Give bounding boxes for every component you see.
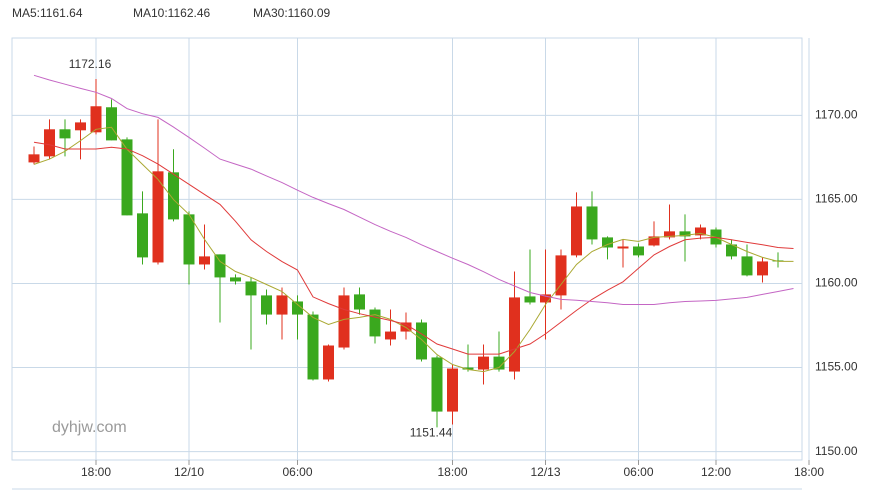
candle-body [493,356,505,370]
candle-body [152,171,164,263]
candle-body [741,256,753,276]
ma-line [33,141,794,355]
legend-entry: MA30:1160.09 [253,6,330,20]
ma-line [33,126,794,373]
legend-entry: MA5:1161.64 [12,6,83,20]
x-tick-label: 06:00 [623,465,653,479]
candle-body [137,213,148,258]
x-tick-label: 12/13 [530,465,560,479]
candle-body [28,154,40,163]
x-tick-label: 06:00 [282,465,312,479]
candle-body [292,301,303,315]
x-tick-label: 18:00 [794,465,824,479]
candle-body [338,295,350,348]
candle-body [307,314,319,380]
candle-body [230,277,241,282]
candle-body [540,294,551,303]
y-tick-label: 1150.00 [815,444,858,458]
x-tick-label: 18:00 [437,465,467,479]
candle-body [59,129,71,139]
candle-body [416,322,427,360]
candle-body [44,129,55,157]
candle-body [183,214,195,265]
candle-body [121,139,133,216]
candle-body [726,244,737,257]
y-tick-label: 1165.00 [815,192,858,206]
candle-body [555,255,567,296]
candle-body [571,206,582,256]
candle-body [524,296,536,303]
candle-body [168,172,179,220]
ma-line [33,74,794,305]
candle-body [478,356,489,370]
candle-body [586,206,598,240]
candle-body [106,107,117,141]
candle-body [679,231,691,237]
candle-body [276,295,288,315]
max-label: 1172.16 [69,57,112,71]
candle-body [509,297,520,372]
x-tick-label: 18:00 [81,465,111,479]
candle-body [261,295,272,315]
legend-entry: MA10:1162.46 [133,6,210,20]
candle-body [447,368,458,412]
candle-body [757,261,768,276]
candle-body [214,254,226,278]
candle-body [323,345,334,380]
candle-body [385,331,396,340]
candle-body [369,309,381,337]
candle-body [695,227,706,236]
candle-body [602,237,613,248]
candle-body [462,367,474,370]
y-tick-label: 1155.00 [815,360,858,374]
candle-body [90,106,102,133]
candle-body [664,231,675,238]
candle-body [431,357,443,412]
y-tick-label: 1170.00 [815,108,858,122]
x-tick-label: 12:00 [701,465,731,479]
candle-body [245,281,257,296]
candle-body [354,294,365,310]
y-tick-label: 1160.00 [815,276,858,290]
min-label: 1151.44 [410,426,453,440]
candle-body [633,246,644,256]
plot-frame [11,37,803,461]
watermark: dyhjw.com [52,419,127,436]
candle-body [199,256,210,265]
candle-body [617,246,629,249]
candle-body [648,236,660,246]
x-tick-label: 12/10 [174,465,204,479]
candle-body [75,122,86,131]
